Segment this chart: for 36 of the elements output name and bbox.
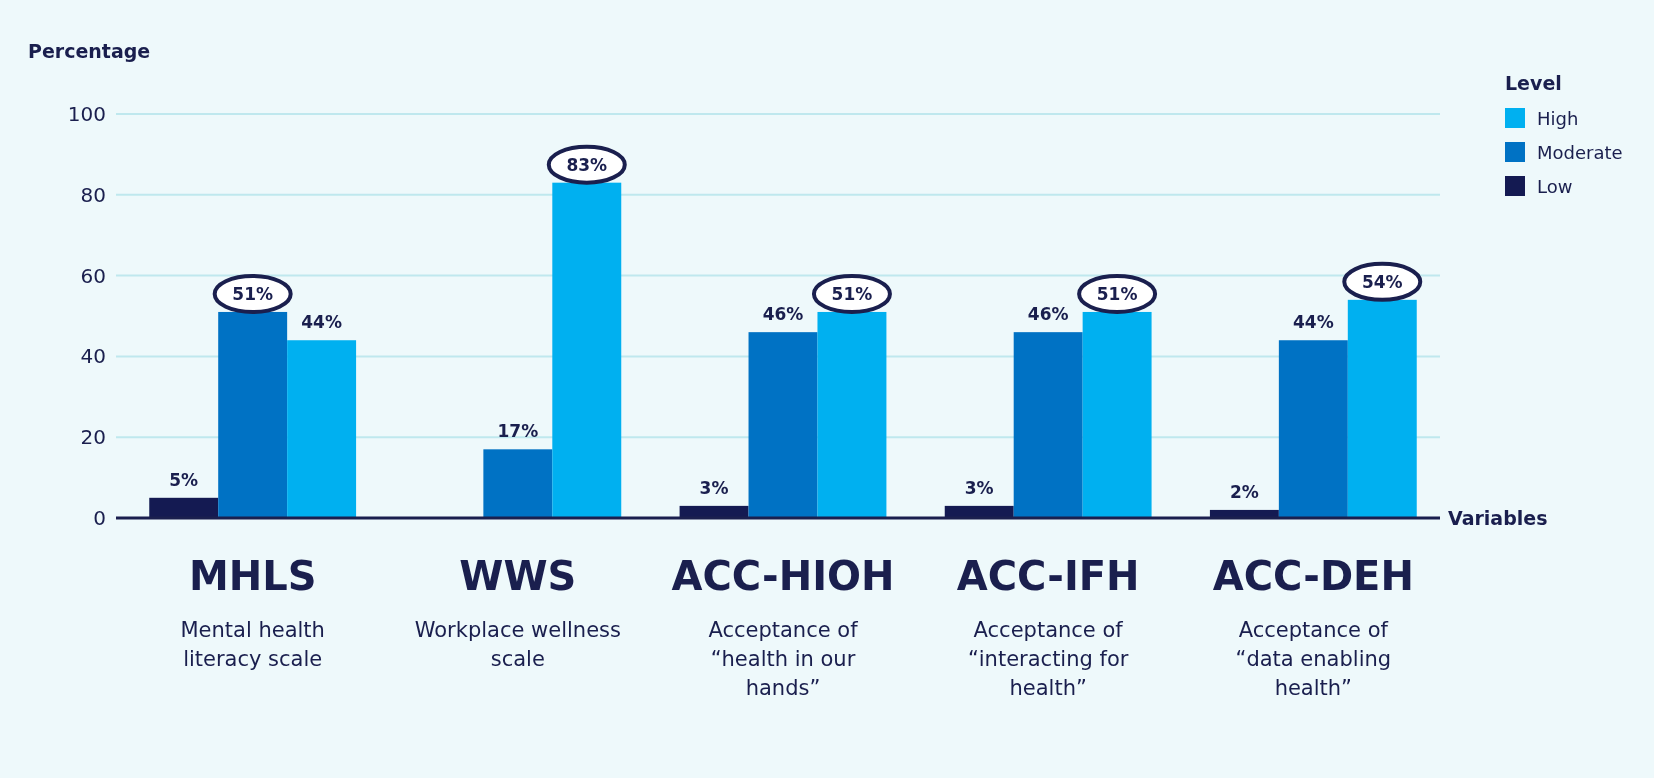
bar — [483, 449, 553, 518]
data-label: 17% — [497, 421, 539, 442]
data-label: 3% — [699, 477, 729, 498]
legend-label: Low — [1537, 176, 1573, 197]
data-label: 51% — [232, 283, 274, 304]
bar — [287, 340, 357, 518]
data-label: 83% — [566, 154, 608, 175]
bar — [1278, 340, 1348, 518]
y-tick-label: 0 — [93, 506, 106, 530]
y-tick-label: 60 — [80, 263, 106, 288]
bar — [1013, 332, 1083, 518]
bar — [748, 332, 818, 518]
y-tick-label: 100 — [67, 102, 106, 126]
y-tick-label: 80 — [80, 182, 106, 207]
x-tick-label: ACC-IFH Acceptance of “interacting for health” — [956, 553, 1140, 700]
x-axis-title: Variables — [1448, 507, 1548, 529]
data-label: 44% — [301, 312, 342, 333]
data-label: 51% — [831, 283, 873, 304]
legend-title: Level — [1505, 72, 1562, 94]
data-label: 44% — [1292, 312, 1334, 333]
data-label: 2% — [1229, 481, 1259, 502]
y-axis-title: Percentage — [28, 40, 151, 62]
data-label: 46% — [1027, 304, 1069, 325]
x-tick-label: MHLS Mental health literacy scale — [180, 553, 325, 671]
legend-label: High — [1537, 108, 1579, 129]
data-label: 51% — [1096, 283, 1138, 304]
data-label: 3% — [964, 477, 994, 498]
data-label: 46% — [762, 304, 804, 325]
legend-label: Moderate — [1537, 142, 1623, 163]
x-tick-label: ACC-HIOH Acceptance of “health in our hands” — [671, 553, 895, 700]
data-label: 5% — [169, 469, 199, 490]
data-label: 54% — [1361, 271, 1403, 292]
x-tick-label: ACC-DEH Acceptance of “data enabling health” — [1212, 553, 1414, 700]
y-tick-label: 20 — [80, 425, 106, 450]
x-tick-label: WWS Workplace wellness scale — [414, 553, 621, 671]
y-tick-label: 40 — [80, 344, 106, 369]
